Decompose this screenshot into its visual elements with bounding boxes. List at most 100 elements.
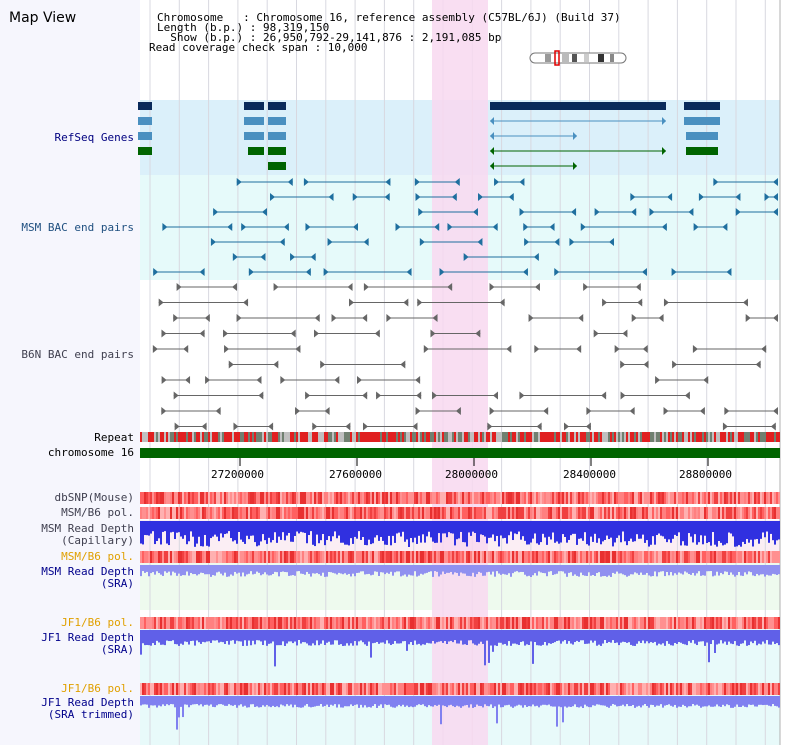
read-depth-bar xyxy=(184,565,186,576)
repeat-segment xyxy=(324,432,326,442)
read-depth-bar xyxy=(266,565,268,575)
bac-end-marker xyxy=(735,193,741,201)
density-stripe xyxy=(324,617,326,629)
density-stripe xyxy=(520,507,522,519)
read-depth-bar xyxy=(218,565,220,572)
bac-end-marker xyxy=(334,376,340,384)
density-stripe xyxy=(242,617,244,629)
density-stripe xyxy=(156,551,158,563)
density-stripe xyxy=(688,683,690,695)
density-stripe xyxy=(580,492,582,504)
density-stripe xyxy=(296,507,298,519)
read-depth-bar xyxy=(552,630,554,644)
density-stripe xyxy=(394,507,396,519)
density-stripe xyxy=(312,617,314,629)
density-stripe xyxy=(594,507,596,519)
density-stripe xyxy=(180,551,182,563)
density-stripe xyxy=(382,683,384,695)
read-depth-bar xyxy=(618,630,620,646)
density-stripe xyxy=(372,551,374,563)
density-stripe xyxy=(598,492,600,504)
read-depth-bar xyxy=(420,630,422,646)
bac-end-marker xyxy=(243,298,249,307)
read-depth-bar xyxy=(716,630,718,645)
repeat-segment xyxy=(664,432,666,442)
read-depth-bar xyxy=(150,630,152,646)
density-stripe xyxy=(548,551,550,563)
density-stripe xyxy=(236,551,238,563)
density-stripe xyxy=(490,551,492,563)
density-stripe xyxy=(346,492,348,504)
density-stripe xyxy=(464,492,466,504)
read-depth-bar xyxy=(336,565,338,575)
density-stripe xyxy=(546,683,548,695)
read-depth-bar xyxy=(520,630,522,642)
read-depth-bar xyxy=(374,565,376,572)
density-stripe xyxy=(722,617,724,629)
read-depth-bar xyxy=(542,521,544,534)
repeat-segment xyxy=(602,432,604,442)
density-stripe xyxy=(316,683,318,695)
b6n-bac-label[interactable]: B6N BAC end pairs xyxy=(21,348,134,361)
read-depth-bar xyxy=(542,696,544,705)
read-depth-bar xyxy=(306,630,308,644)
read-depth-bar xyxy=(318,630,320,646)
msm-bac-label[interactable]: MSM BAC end pairs xyxy=(21,221,134,234)
read-depth-bar xyxy=(776,696,778,707)
read-depth-bar xyxy=(430,630,432,644)
density-stripe xyxy=(252,683,254,695)
density-stripe xyxy=(448,683,450,695)
read-depth-bar xyxy=(170,696,172,705)
density-stripe xyxy=(520,492,522,504)
density-stripe xyxy=(546,492,548,504)
density-stripe xyxy=(468,551,470,563)
bac-end-marker xyxy=(314,314,320,322)
density-stripe xyxy=(682,617,684,629)
read-depth-bar xyxy=(144,630,146,646)
density-stripe xyxy=(566,507,568,519)
density-stripe xyxy=(596,683,598,695)
read-depth-bar xyxy=(724,521,726,545)
density-stripe xyxy=(532,507,534,519)
read-depth-bar xyxy=(288,696,290,706)
density-stripe xyxy=(284,683,286,695)
read-depth-bar xyxy=(700,696,702,708)
read-depth-bar xyxy=(160,521,162,545)
density-stripe xyxy=(578,507,580,519)
density-stripe xyxy=(240,683,242,695)
read-depth-bar xyxy=(312,565,314,574)
density-stripe xyxy=(634,492,636,504)
density-stripe xyxy=(160,507,162,519)
density-stripe xyxy=(628,551,630,563)
density-stripe xyxy=(572,492,574,504)
refseq-genes-label[interactable]: RefSeq Genes xyxy=(54,131,134,144)
read-depth-bar xyxy=(526,565,528,577)
density-stripe xyxy=(202,683,204,695)
density-stripe xyxy=(778,492,780,504)
density-stripe xyxy=(354,617,356,629)
density-stripe xyxy=(140,683,142,695)
density-stripe xyxy=(698,683,700,695)
read-depth-bar xyxy=(444,696,446,707)
density-stripe xyxy=(424,492,426,504)
density-stripe xyxy=(300,507,302,519)
bac-end-marker xyxy=(173,314,179,322)
density-stripe xyxy=(300,492,302,504)
density-stripe xyxy=(210,551,212,563)
read-depth-bar xyxy=(478,696,480,706)
density-stripe xyxy=(302,492,304,504)
density-stripe xyxy=(708,551,710,563)
density-stripe xyxy=(736,551,738,563)
read-depth-bar xyxy=(438,630,440,642)
read-depth-bar xyxy=(582,630,584,641)
read-depth-bar xyxy=(418,565,420,576)
density-stripe xyxy=(672,492,674,504)
density-stripe xyxy=(462,507,464,519)
density-stripe xyxy=(564,492,566,504)
repeat-segment xyxy=(728,432,730,442)
read-depth-bar xyxy=(404,630,406,642)
density-stripe xyxy=(584,507,586,519)
read-depth-bar xyxy=(466,696,468,705)
read-depth-bar xyxy=(220,696,222,705)
